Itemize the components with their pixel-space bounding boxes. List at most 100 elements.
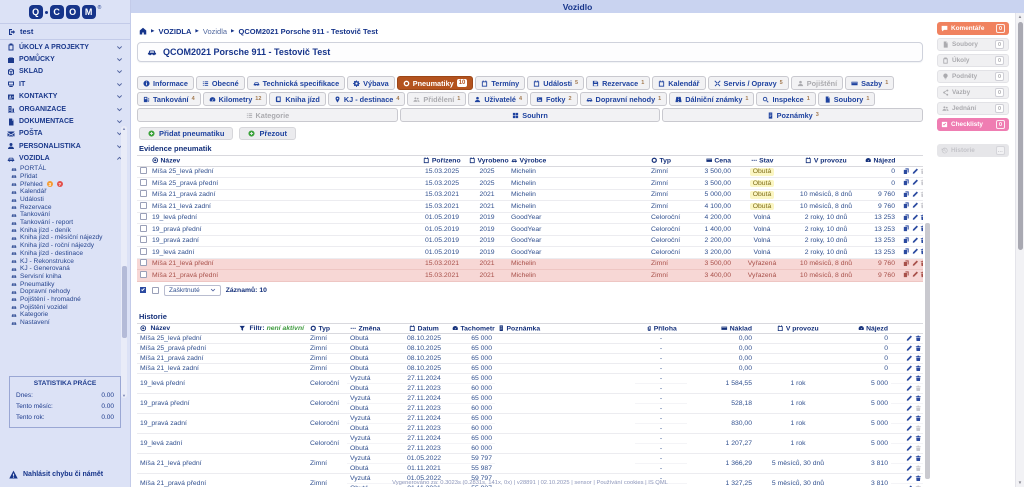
content-scroll-thumb[interactable] xyxy=(925,223,930,479)
breadcrumb-item[interactable]: QCOM2021 Porsche 911 - Testovič Test xyxy=(238,26,378,36)
tab-kategorie[interactable]: Kategorie xyxy=(137,108,398,122)
user-row[interactable]: test xyxy=(0,23,130,40)
tire-row[interactable]: Míša 25_pravá přední 15.03.2025 2025 Michel… xyxy=(137,177,923,190)
tire-row[interactable]: 19_levá zadní 01.05.2019 2019 GoodYear Celor… xyxy=(137,246,923,259)
history-row[interactable]: Míša 21_pravá zadní Zimní Obutá 08.10.2025 6… xyxy=(137,353,923,364)
sidebar-subitem[interactable]: KJ - Rekonstrukce xyxy=(0,257,130,265)
history-row[interactable]: Míša 21_levá zadní Zimní Obutá 08.10.2025 65… xyxy=(137,363,923,374)
delete-icon[interactable] xyxy=(915,385,922,392)
deselect-all-checkbox[interactable] xyxy=(152,286,159,294)
tab-kniha-j-zd[interactable]: Kniha jízd xyxy=(269,92,326,106)
sidebar-subitem[interactable]: Kniha jízd - destinace xyxy=(0,249,130,257)
rail-button-checklisty[interactable]: Checklisty 0 xyxy=(937,118,1009,131)
tab-term-ny[interactable]: Termíny xyxy=(475,76,526,90)
column-header[interactable]: Cena xyxy=(692,155,734,167)
sidebar-item-vozidla[interactable]: VOZIDLA xyxy=(0,153,130,165)
history-row[interactable]: Míša 25_levá přední Zimní Obutá 08.10.2025 6… xyxy=(137,333,923,344)
copy-icon[interactable] xyxy=(903,271,910,278)
row-checkbox[interactable] xyxy=(140,236,147,243)
sidebar-item-personalistika[interactable]: PERSONALISTIKA xyxy=(0,140,130,152)
delete-icon[interactable] xyxy=(920,260,923,267)
row-checkbox[interactable] xyxy=(140,167,147,174)
column-header[interactable]: Nájezd xyxy=(862,155,898,167)
history-subrow[interactable]: Obutá 27.11.2023 60 000- xyxy=(137,423,923,434)
tire-row[interactable]: 19_pravá zadní 01.05.2019 2019 GoodYear Celo… xyxy=(137,235,923,247)
edit-icon[interactable] xyxy=(912,202,919,209)
tab-inspekce[interactable]: Inspekce 1 xyxy=(756,92,816,106)
column-header[interactable]: Změna xyxy=(347,322,399,334)
history-row[interactable]: 19_levá přední Celoroční Vyzutá 27.11.2024 6… xyxy=(137,373,923,394)
sidebar-subitem[interactable]: Pojištění vozidel xyxy=(0,303,130,311)
sidebar-item-dokumentace[interactable]: DOKUMENTACE xyxy=(0,115,130,127)
edit-icon[interactable] xyxy=(906,445,913,452)
delete-icon[interactable] xyxy=(920,225,923,232)
tab-kilometry[interactable]: Kilometry 12 xyxy=(202,92,268,106)
delete-icon[interactable] xyxy=(915,375,922,382)
edit-icon[interactable] xyxy=(906,475,913,482)
button-p-idat-pneumatiku[interactable]: Přidat pneumatiku xyxy=(139,127,234,140)
tab-tankov-n-[interactable]: Tankování 4 xyxy=(137,92,201,106)
edit-icon[interactable] xyxy=(906,385,913,392)
delete-icon[interactable] xyxy=(920,191,923,198)
sidebar-subitem[interactable]: Nastavení xyxy=(0,319,130,327)
edit-icon[interactable] xyxy=(906,415,913,422)
copy-icon[interactable] xyxy=(903,202,910,209)
tab-sazby[interactable]: Sazby 1 xyxy=(845,76,895,90)
rail-button-historie[interactable]: Historie… xyxy=(937,144,1009,157)
delete-icon[interactable] xyxy=(920,271,923,278)
sidebar-item-kontakty[interactable]: KONTAKTY xyxy=(0,91,130,103)
sidebar-subitem[interactable]: Pneumatiky xyxy=(0,280,130,288)
sidebar-item-ukoly-a-projekty[interactable]: ÚKOLY A PROJEKTY xyxy=(0,41,130,53)
delete-icon[interactable] xyxy=(920,202,923,209)
tab-kj-destinace[interactable]: KJ - destinace 4 xyxy=(327,92,406,106)
column-header[interactable]: Nájezd xyxy=(841,322,891,334)
row-checkbox[interactable] xyxy=(140,201,147,209)
delete-icon[interactable] xyxy=(915,475,922,482)
tab-dopravn-nehody[interactable]: Dopravní nehody 1 xyxy=(579,92,668,106)
edit-icon[interactable] xyxy=(906,355,913,362)
edit-icon[interactable] xyxy=(906,335,913,342)
edit-icon[interactable] xyxy=(912,260,919,267)
tab-servis-opravy[interactable]: Servis / Opravy 5 xyxy=(707,76,789,90)
row-checkbox[interactable] xyxy=(140,247,147,255)
row-checkbox[interactable] xyxy=(140,270,147,278)
sidebar-subitem[interactable]: Přehled 3? xyxy=(0,180,130,188)
column-header[interactable]: Tachometr xyxy=(449,322,495,334)
edit-icon[interactable] xyxy=(912,248,919,255)
tab-fotky[interactable]: Fotky 2 xyxy=(530,92,578,106)
tab-d-lni-n-zn-mky[interactable]: Dálniční známky 1 xyxy=(669,92,755,106)
sidebar-subitem[interactable]: Kniha jízd - deník xyxy=(0,226,130,234)
column-header[interactable]: Typ xyxy=(648,155,692,167)
sidebar-item-pomucky[interactable]: POMŮCKY xyxy=(0,53,130,65)
sidebar-subitem[interactable]: Přidat xyxy=(0,173,130,181)
sidebar-subitem[interactable]: Dopravní nehody xyxy=(0,288,130,296)
delete-icon[interactable] xyxy=(915,355,922,362)
delete-icon[interactable] xyxy=(920,168,923,175)
column-header[interactable]: V provozu xyxy=(790,155,862,167)
rail-button--koly[interactable]: Úkoly 0 xyxy=(937,54,1009,67)
tab-rezervace[interactable]: Rezervace 1 xyxy=(586,76,651,90)
scroll-down-icon[interactable]: ▼ xyxy=(122,393,126,398)
row-checkbox[interactable] xyxy=(140,259,147,266)
delete-icon[interactable] xyxy=(915,425,922,432)
row-checkbox[interactable] xyxy=(140,213,147,220)
edit-icon[interactable] xyxy=(906,455,913,462)
history-row[interactable]: 19_pravá přední Celoroční Vyzutá 27.11.2024… xyxy=(137,393,923,414)
tab-soubory[interactable]: Soubory 1 xyxy=(817,92,876,106)
edit-icon[interactable] xyxy=(912,179,919,186)
delete-icon[interactable] xyxy=(915,435,922,442)
tab-p-id-len-[interactable]: Přidělení 1 xyxy=(407,92,467,106)
sidebar-item-it[interactable]: IT xyxy=(0,78,130,90)
delete-icon[interactable] xyxy=(915,395,922,402)
copy-icon[interactable] xyxy=(903,260,910,267)
edit-icon[interactable] xyxy=(906,405,913,412)
column-header[interactable]: Výrobce xyxy=(508,155,648,167)
delete-icon[interactable] xyxy=(920,248,923,255)
sidebar-subitem[interactable]: Servisní kniha xyxy=(0,273,130,281)
sidebar-scrollbar[interactable]: ▲ ▼ xyxy=(121,126,127,398)
edit-icon[interactable] xyxy=(906,375,913,382)
edit-icon[interactable] xyxy=(906,435,913,442)
rail-button-jedn-n-[interactable]: Jednání 0 xyxy=(937,102,1009,115)
column-header[interactable]: Stav xyxy=(734,155,790,167)
